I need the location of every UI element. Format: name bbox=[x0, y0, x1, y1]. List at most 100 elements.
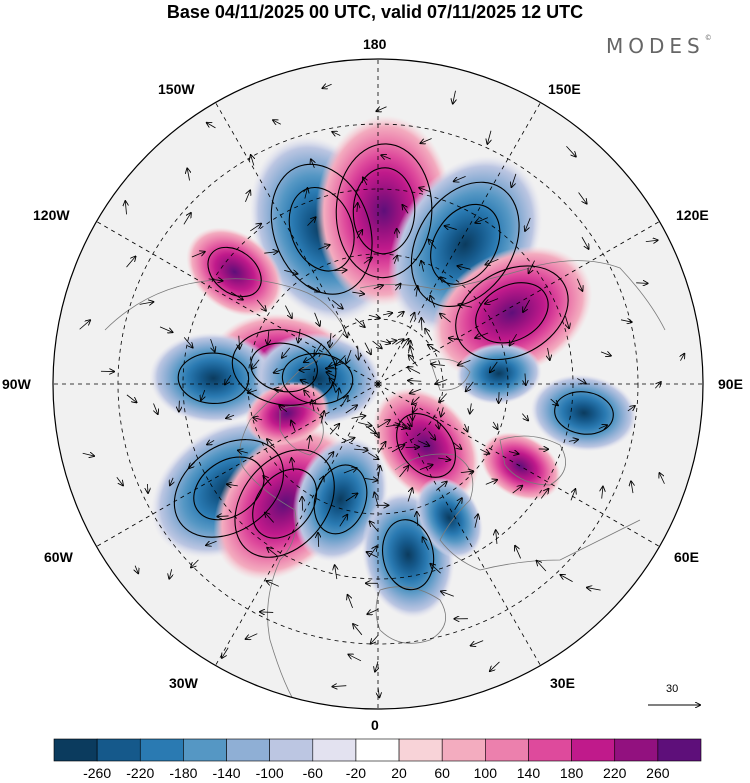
wind-vector-120 bbox=[485, 298, 499, 304]
wind-vector-18 bbox=[560, 575, 573, 582]
wind-vector-210 bbox=[304, 355, 315, 362]
lon-label-180: 180 bbox=[363, 36, 387, 52]
wind-vector-178 bbox=[314, 312, 320, 326]
meridian-240 bbox=[96, 221, 379, 385]
wind-vector-198 bbox=[431, 364, 445, 365]
wind-vector-143 bbox=[475, 332, 489, 338]
wind-vector-152 bbox=[268, 330, 269, 344]
wind-vector-24 bbox=[376, 106, 387, 111]
wind-vector-145 bbox=[441, 277, 451, 287]
contour-8 bbox=[173, 439, 284, 538]
wind-vector-134 bbox=[339, 515, 348, 527]
wind-vector-51 bbox=[367, 608, 379, 614]
contour-5 bbox=[231, 329, 337, 406]
wind-vector-217 bbox=[341, 438, 354, 444]
wind-vector-242 bbox=[336, 355, 346, 365]
wind-vector-177 bbox=[332, 300, 342, 308]
wind-vector-247 bbox=[333, 383, 336, 393]
wind-vector-164 bbox=[438, 458, 450, 460]
wind-vector-138 bbox=[460, 471, 473, 472]
wind-vector-14 bbox=[222, 647, 229, 658]
wind-vector-16 bbox=[375, 661, 378, 671]
wind-vector-88 bbox=[267, 548, 278, 557]
wind-vector-80 bbox=[363, 178, 367, 186]
wind-vector-251 bbox=[351, 416, 366, 419]
brand-logo: MODES© bbox=[606, 34, 712, 58]
wind-vector-107 bbox=[207, 440, 215, 444]
wind-vector-87 bbox=[217, 516, 229, 517]
wind-vector-45 bbox=[139, 302, 154, 304]
wind-vector-205 bbox=[368, 315, 380, 318]
wind-vector-176 bbox=[352, 292, 364, 294]
wind-vector-211 bbox=[299, 369, 311, 370]
wind-vector-185 bbox=[308, 436, 310, 450]
wind-vector-200 bbox=[425, 329, 433, 341]
contour-11 bbox=[396, 413, 456, 478]
wind-vector-206 bbox=[354, 318, 365, 327]
wind-vector-237 bbox=[380, 341, 390, 344]
wind-vector-55 bbox=[598, 425, 607, 429]
wind-vector-193 bbox=[428, 431, 436, 439]
wind-vector-124 bbox=[356, 230, 362, 239]
positive-anomaly-4 bbox=[186, 227, 283, 317]
wind-vector-5 bbox=[645, 240, 658, 241]
wind-vector-92 bbox=[475, 514, 478, 528]
wind-vector-90 bbox=[367, 552, 379, 558]
wind-vector-218 bbox=[354, 449, 368, 450]
wind-vector-106 bbox=[201, 389, 205, 400]
wind-vector-67 bbox=[206, 541, 217, 545]
wind-vector-38 bbox=[620, 320, 632, 322]
lon-label-150e: 150E bbox=[548, 81, 581, 97]
wind-vector-158 bbox=[317, 477, 324, 490]
wind-vector-73 bbox=[540, 489, 548, 499]
wind-vector-133 bbox=[302, 497, 303, 511]
wind-vector-20 bbox=[655, 382, 660, 389]
wind-vector-37 bbox=[627, 406, 635, 411]
lon-label-60w: 60W bbox=[44, 549, 73, 565]
wind-vector-154 bbox=[248, 390, 257, 393]
wind-vector-159 bbox=[345, 494, 357, 502]
wind-vector-147 bbox=[394, 256, 397, 264]
wind-vector-100 bbox=[402, 205, 409, 214]
wind-vector-129 bbox=[225, 374, 232, 384]
wind-vector-155 bbox=[253, 418, 263, 420]
wind-vector-9 bbox=[207, 123, 216, 129]
wind-vector-3 bbox=[659, 473, 665, 484]
wind-vector-29 bbox=[116, 476, 123, 485]
wind-vector-52 bbox=[441, 591, 454, 597]
wind-vector-191 bbox=[405, 447, 419, 448]
wind-vector-125 bbox=[318, 245, 329, 250]
wind-vector-184 bbox=[291, 421, 296, 432]
wind-vector-31 bbox=[246, 633, 258, 639]
wind-vector-1 bbox=[490, 661, 500, 671]
wind-vector-180 bbox=[282, 347, 291, 358]
wind-vector-122 bbox=[429, 240, 437, 249]
colorbar-tick-label: -260 bbox=[83, 765, 112, 781]
wind-vector-136 bbox=[407, 488, 412, 502]
wind-vector-58 bbox=[525, 217, 531, 231]
wind-vector-82 bbox=[250, 224, 261, 232]
wind-vector-49 bbox=[260, 612, 274, 613]
wind-vectors bbox=[79, 84, 685, 697]
negative-anomaly-14 bbox=[530, 374, 638, 452]
wind-vector-69 bbox=[348, 595, 353, 609]
lon-label-90w: 90W bbox=[2, 376, 31, 392]
wind-vector-32 bbox=[348, 655, 362, 662]
wind-vector-17 bbox=[471, 640, 484, 646]
wind-vector-12 bbox=[82, 453, 94, 456]
wind-vector-66 bbox=[170, 477, 173, 485]
wind-vector-194 bbox=[437, 420, 439, 428]
wind-vector-68 bbox=[266, 581, 279, 587]
contour-14 bbox=[554, 391, 614, 435]
wind-vector-74 bbox=[568, 440, 578, 442]
wind-vector-224 bbox=[406, 416, 412, 426]
wind-vector-111 bbox=[368, 546, 377, 558]
wind-vector-135 bbox=[374, 493, 378, 506]
wind-vector-173 bbox=[416, 286, 418, 297]
colorbar-tick-label: -100 bbox=[255, 765, 284, 781]
wind-vector-110 bbox=[318, 533, 319, 547]
colorbar-tick-label: -60 bbox=[302, 765, 323, 781]
lon-label-60e: 60E bbox=[674, 549, 699, 565]
wind-vector-157 bbox=[291, 458, 293, 472]
wind-vector-181 bbox=[274, 369, 285, 373]
